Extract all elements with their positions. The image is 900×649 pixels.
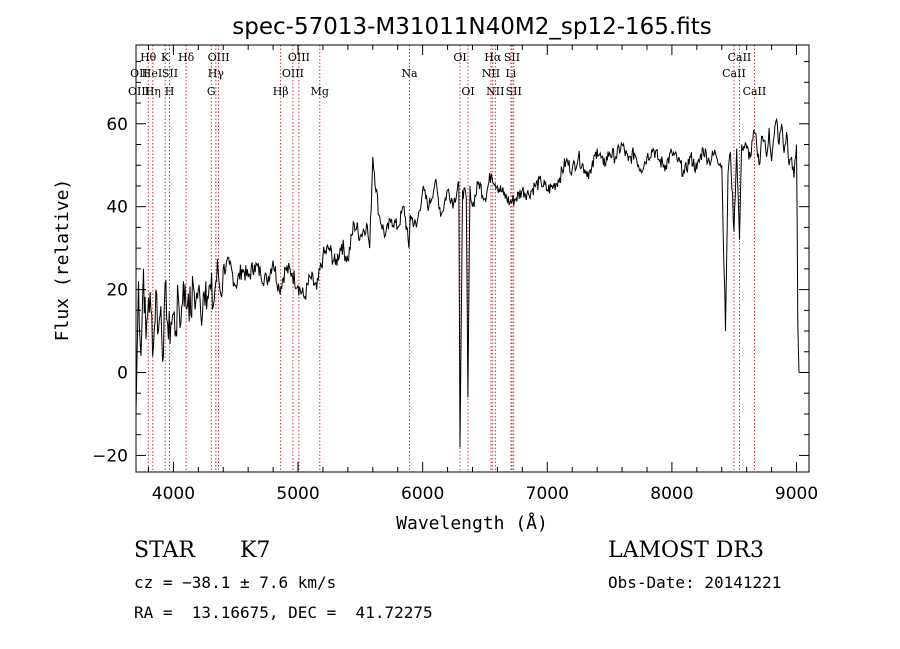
y-tick-label: −20: [92, 446, 128, 466]
line-label: Hη: [145, 85, 161, 98]
line-label: NII: [482, 67, 500, 80]
line-label: SII: [162, 67, 178, 80]
line-label: G: [207, 85, 216, 98]
line-label: CaII: [728, 51, 752, 64]
line-label: HeI: [142, 67, 162, 80]
line-label: Hγ: [208, 67, 225, 80]
x-tick-label: 4000: [152, 484, 195, 504]
x-tick-label: 9000: [775, 484, 818, 504]
chart-title: spec-57013-M31011N40M2_sp12-165.fits: [232, 14, 711, 40]
line-label: OI: [461, 85, 474, 98]
line-label: NII: [486, 85, 504, 98]
line-label: OIII: [208, 51, 230, 64]
line-label: OIII: [282, 67, 304, 80]
y-tick-label: 20: [106, 281, 128, 301]
redshift-velocity: cz = −38.1 ± 7.6 km/s: [134, 573, 337, 592]
spectrum-series: [135, 117, 800, 448]
line-label: Hβ: [273, 85, 289, 98]
line-label: SII: [504, 51, 520, 64]
line-label: K: [161, 51, 170, 64]
line-label: OIII: [128, 85, 150, 98]
line-label: Hα: [484, 51, 502, 64]
line-label: Hδ: [178, 51, 195, 64]
survey-name: LAMOST DR3: [608, 538, 764, 563]
y-tick-label: 40: [106, 198, 128, 218]
line-label: CaII: [722, 67, 746, 80]
x-axis-label: Wavelength (Å): [396, 512, 548, 534]
y-tick-label: 60: [106, 115, 128, 135]
x-tick-label: 5000: [276, 484, 319, 504]
line-label: Hθ: [140, 51, 157, 64]
line-label: Li: [505, 67, 516, 80]
plot-frame: [135, 44, 810, 473]
line-label: SII: [506, 85, 522, 98]
y-axis-label: Flux (relative): [52, 179, 73, 342]
line-label: OI: [453, 51, 466, 64]
observation-date: Obs-Date: 20141221: [608, 573, 782, 592]
coordinates: RA = 13.16675, DEC = 41.72275: [134, 603, 433, 622]
y-tick-label: 0: [117, 364, 128, 384]
line-label: CaII: [743, 85, 767, 98]
emission-line-markers: Hθ Hη K H Hδ G Hγ OIII Hβ OIII OIII Mg Na OI OI NII Hα NI…: [128, 45, 766, 472]
object-class: STAR: [134, 538, 195, 563]
line-label: Na: [401, 67, 418, 80]
line-label: OIII: [288, 51, 310, 64]
subclass: K7: [240, 538, 271, 563]
line-label: H: [165, 85, 175, 98]
line-label: Mg: [311, 85, 329, 98]
x-tick-label: 7000: [526, 484, 569, 504]
x-tick-label: 8000: [650, 484, 693, 504]
spectrum-line: [135, 117, 800, 448]
x-tick-label: 6000: [401, 484, 444, 504]
line-label: OII: [130, 67, 148, 80]
axis-ticks: 4000 5000 6000 7000 8000 9000 −20 0 20 40 60: [92, 45, 818, 504]
